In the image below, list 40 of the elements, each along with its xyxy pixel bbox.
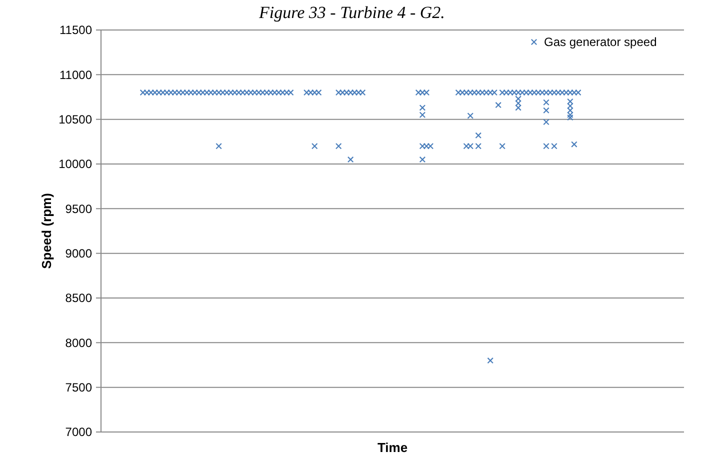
point [419,104,426,111]
point [347,156,354,163]
point [543,107,550,114]
legend-label: Gas generator speed [544,35,657,50]
y-tick-label: 11000 [60,68,92,82]
y-axis-title: Speed (rpm) [39,193,54,269]
point [515,104,522,111]
point [216,142,222,150]
point [467,112,474,119]
chart-title: Figure 33 - Turbine 4 - G2. [258,3,445,22]
point [499,142,506,150]
point [515,96,522,102]
point [311,142,318,150]
point [335,142,342,150]
y-tick-label: 11500 [60,23,92,38]
point [419,156,426,163]
y-tick-label: 7000 [65,425,92,440]
point [487,357,494,364]
point [475,132,482,139]
x-axis-title: Time [377,440,408,455]
point [495,102,502,108]
point [515,100,522,106]
point [567,102,574,110]
point [419,112,426,118]
point [567,107,574,114]
y-tick-label: 8000 [65,336,92,350]
point [463,142,470,150]
y-tick-label: 9000 [65,246,92,261]
y-tick-label: 9500 [65,202,92,216]
point [567,98,574,105]
y-tick-label: 10000 [58,157,92,172]
point [543,118,550,126]
y-tick-label: 7500 [65,380,92,395]
y-tick-label: 8500 [65,291,92,306]
y-tick-label: 10500 [58,112,92,127]
point [567,114,574,121]
point [543,99,550,106]
point [423,142,430,150]
point [571,141,578,148]
point [567,112,574,118]
